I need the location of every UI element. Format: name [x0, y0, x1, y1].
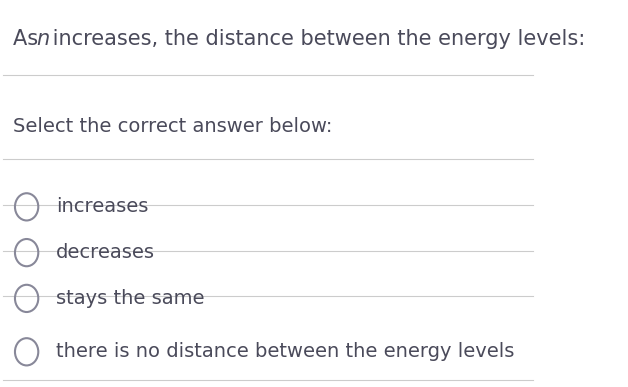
Text: increases, the distance between the energy levels:: increases, the distance between the ener… [46, 29, 585, 50]
Text: stays the same: stays the same [56, 289, 204, 308]
Text: Select the correct answer below:: Select the correct answer below: [13, 117, 333, 136]
Text: decreases: decreases [56, 243, 154, 262]
Text: increases: increases [56, 197, 148, 216]
Text: As: As [13, 29, 45, 50]
Text: n: n [36, 29, 50, 50]
Text: there is no distance between the energy levels: there is no distance between the energy … [56, 342, 514, 361]
